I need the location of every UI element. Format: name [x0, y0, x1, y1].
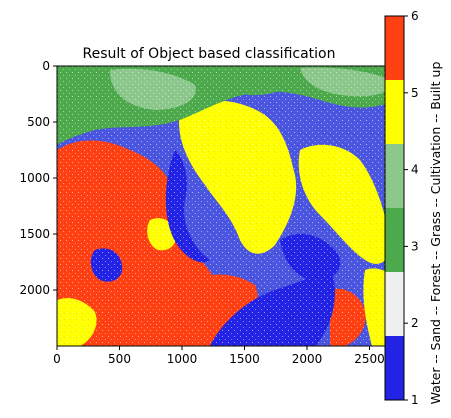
- chart-title: Result of Object based classification: [83, 46, 336, 62]
- colorbar-segment-sand: [385, 272, 404, 336]
- x-tick-label: 2500: [354, 352, 385, 366]
- y-tick-label: 0: [42, 59, 50, 73]
- y-tick-label: 500: [27, 115, 50, 129]
- classification-map: [57, 66, 397, 346]
- colorbar-label: Water -- Sand -- Forest -- Grass -- Cult…: [428, 62, 443, 405]
- colorbar-frame: [384, 15, 405, 401]
- colorbar-segment-grass: [385, 144, 404, 208]
- x-tick-label: 1500: [229, 352, 260, 366]
- colorbar-tick-label: 1: [411, 393, 419, 407]
- x-tick-label: 2000: [292, 352, 323, 366]
- colorbar-tick-label: 6: [411, 9, 419, 23]
- colorbar: 1 2 3 4 5 6: [384, 9, 419, 407]
- colorbar-segment-cultivation: [385, 80, 404, 144]
- colorbar-segment-forest: [385, 208, 404, 272]
- x-axis: 0 500 1000 1500 2000 2500: [53, 346, 385, 366]
- colorbar-segment-water: [385, 336, 404, 400]
- y-tick-label: 1500: [19, 227, 50, 241]
- pixel-texture: [57, 66, 397, 346]
- colorbar-segment-built-up: [385, 16, 404, 80]
- colorbar-tick-label: 5: [411, 86, 419, 100]
- x-tick-label: 1000: [167, 352, 198, 366]
- x-tick-label: 0: [53, 352, 61, 366]
- y-axis: 0 500 1000 1500 2000: [19, 59, 57, 297]
- colorbar-tick-label: 4: [411, 163, 419, 177]
- y-tick-label: 1000: [19, 171, 50, 185]
- colorbar-tick-label: 3: [411, 239, 419, 253]
- colorbar-tick-label: 2: [411, 316, 419, 330]
- y-tick-label: 2000: [19, 283, 50, 297]
- x-tick-label: 500: [108, 352, 131, 366]
